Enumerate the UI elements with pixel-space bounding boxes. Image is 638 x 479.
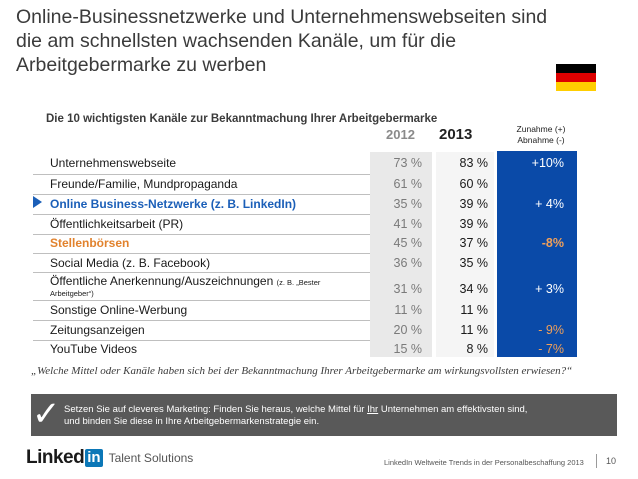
row-value-2012: 15 % [393, 342, 423, 356]
row-label: Social Media (z. B. Facebook) [50, 256, 211, 270]
footer-text: LinkedIn Weltweite Trends in der Persona… [384, 458, 584, 467]
row-label: Zeitungsanzeigen [50, 323, 145, 337]
row-divider [33, 253, 370, 254]
highlight-arrow-icon [33, 196, 42, 208]
row-label: Stellenbörsen [50, 236, 130, 250]
row-value-2013: 11 % [460, 323, 488, 337]
row-label: Sonstige Online-Werbung [50, 303, 188, 317]
row-change: -8% [541, 236, 564, 250]
row-label: YouTube Videos [50, 342, 137, 356]
row-value-2013: 34 % [459, 282, 489, 296]
recommendation-box [31, 394, 617, 436]
row-label-suffix: Arbeitgeber“) [50, 289, 94, 298]
row-label: Unternehmenswebseite [50, 156, 177, 170]
row-divider [33, 214, 370, 215]
row-divider [33, 174, 370, 175]
row-divider [33, 272, 370, 273]
germany-flag-icon [556, 64, 596, 91]
row-label: Öffentliche Anerkennung/Auszeichnungen (… [50, 274, 321, 288]
page-title: Online-Businessnetzwerke und Unternehmen… [16, 6, 548, 76]
row-value-2013: 39 % [459, 197, 489, 211]
row-label: Online Business-Netzwerke (z. B. LinkedI… [50, 197, 297, 211]
row-change: - 7% [538, 342, 564, 356]
row-divider [33, 300, 370, 301]
row-label: Öffentlichkeitsarbeit (PR) [50, 217, 184, 231]
table-subtitle: Die 10 wichtigsten Kanäle zur Bekanntmac… [46, 113, 438, 125]
linkedin-logo: Linked in Talent Solutions [26, 447, 194, 468]
recommendation-text: Setzen Sie auf cleveres Marketing: Finde… [64, 404, 528, 427]
row-change: - 9% [538, 323, 564, 337]
row-label: Freunde/Familie, Mundpropaganda [50, 177, 238, 191]
row-value-2012: 61 % [393, 177, 423, 191]
header-2013: 2013 [439, 126, 473, 143]
row-value-2013: 35 % [459, 256, 489, 270]
row-value-2012: 73 % [393, 156, 423, 170]
footer-divider [596, 454, 597, 468]
row-value-2013: 60 % [459, 177, 489, 191]
row-divider [33, 234, 370, 235]
row-value-2012: 45 % [393, 236, 423, 250]
column-2012-background [370, 152, 432, 357]
survey-question-quote: „Welche Mittel oder Kanäle haben sich be… [31, 365, 573, 377]
row-value-2013: 39 % [459, 217, 489, 231]
row-value-2012: 20 % [393, 323, 423, 337]
row-divider [33, 320, 370, 321]
row-value-2012: 31 % [393, 282, 423, 296]
header-2012: 2012 [386, 127, 415, 142]
row-value-2012: 11 % [394, 303, 422, 317]
row-value-2013: 8 % [466, 342, 488, 356]
row-change: + 3% [535, 282, 564, 296]
header-change: Zunahme (+) Abnahme (-) [516, 124, 566, 145]
row-divider [33, 340, 370, 341]
checkmark-icon: ✓ [32, 395, 61, 433]
page-number: 10 [606, 456, 617, 466]
row-change: +10% [531, 156, 564, 170]
row-value-2013: 37 % [459, 236, 489, 250]
row-value-2012: 36 % [393, 256, 423, 270]
row-divider [33, 194, 370, 195]
row-value-2013: 11 % [460, 303, 488, 317]
row-value-2012: 35 % [393, 197, 423, 211]
column-2013-background [436, 152, 494, 357]
row-value-2012: 41 % [393, 217, 423, 231]
row-value-2013: 83 % [459, 156, 489, 170]
row-change: + 4% [535, 197, 564, 211]
column-change-background [497, 151, 577, 357]
